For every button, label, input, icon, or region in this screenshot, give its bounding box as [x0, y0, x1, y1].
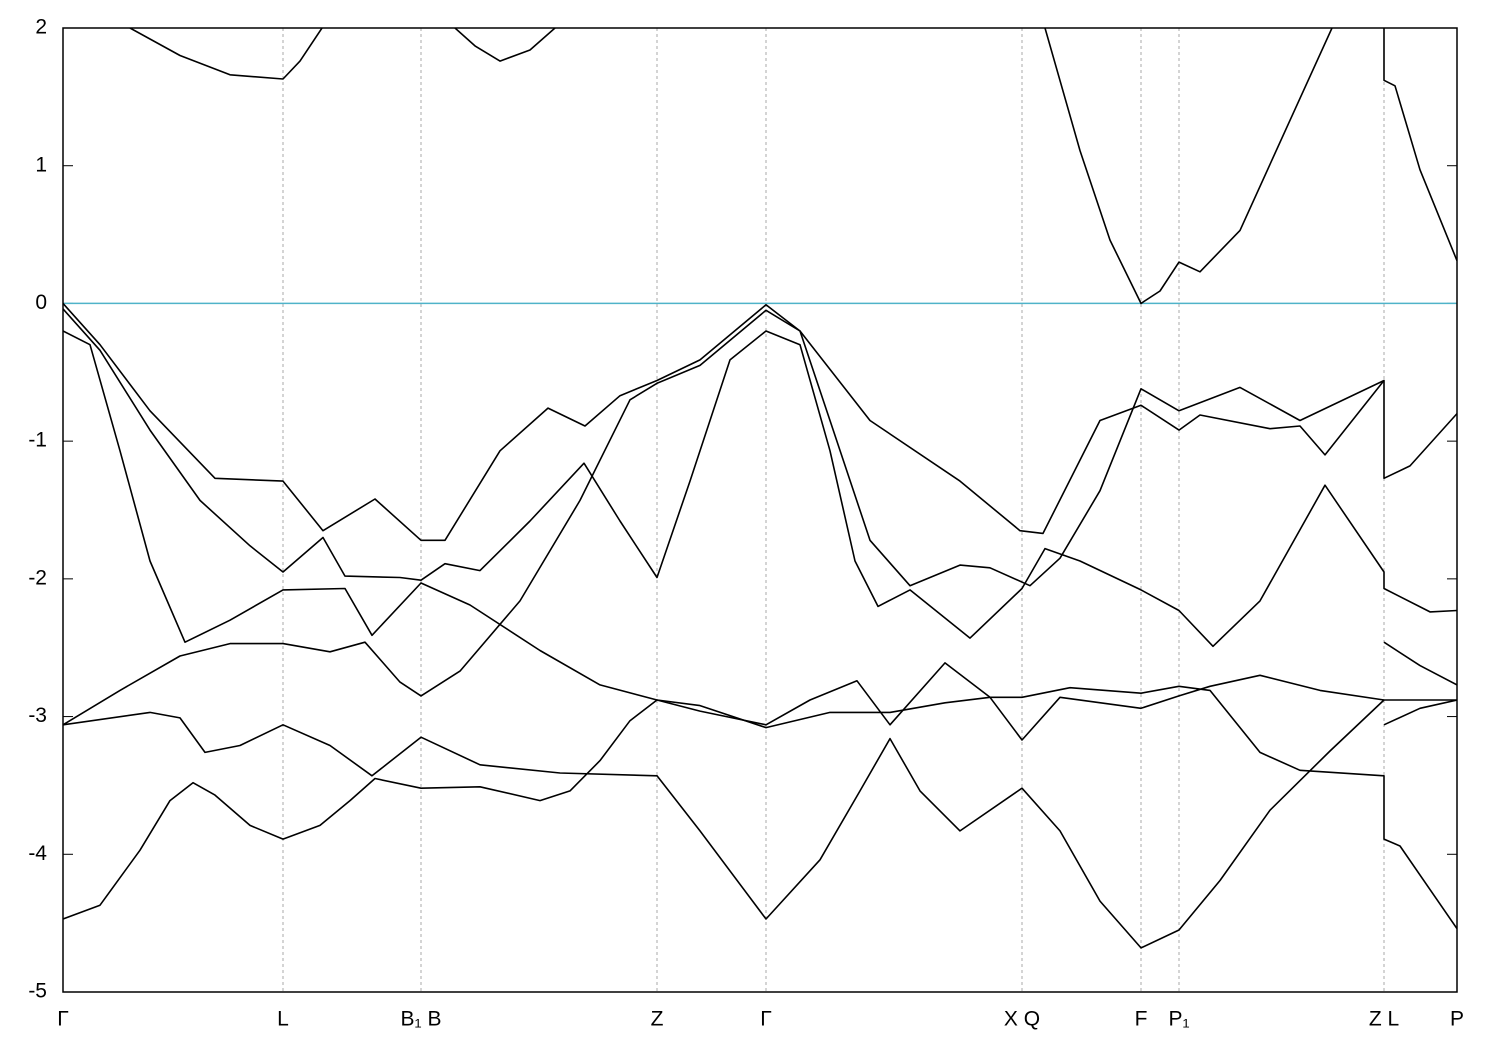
- band-line: [63, 309, 1457, 726]
- band-line: [63, 330, 1385, 741]
- y-tick-label: -5: [28, 980, 47, 1003]
- band-line: [129, 28, 323, 80]
- x-tick-label: P: [1450, 1008, 1464, 1031]
- x-tick-label: B₁ B: [401, 1008, 442, 1031]
- band-line: [1383, 699, 1457, 726]
- band-line: [63, 302, 1385, 542]
- x-tick-label: Z: [651, 1008, 664, 1031]
- band-line: [63, 699, 1457, 949]
- x-tick-label: L: [277, 1008, 289, 1031]
- x-tick-label: P₁: [1168, 1008, 1189, 1031]
- x-tick-label: Γ: [57, 1008, 69, 1031]
- y-tick-label: 0: [35, 291, 47, 314]
- y-tick-label: 2: [35, 16, 47, 39]
- band-line: [63, 685, 1457, 930]
- y-tick-label: -1: [28, 429, 47, 452]
- x-tick-label: Γ: [760, 1008, 772, 1031]
- band-line: [454, 28, 556, 62]
- y-tick-label: -2: [28, 566, 47, 589]
- x-tick-label: Z L: [1369, 1008, 1399, 1031]
- band-line: [1383, 28, 1457, 262]
- band-line: [63, 308, 1457, 648]
- band-line: [1044, 28, 1333, 305]
- y-tick-label: -3: [28, 704, 47, 727]
- band-line: [1383, 641, 1457, 686]
- x-tick-label: X Q: [1004, 1008, 1040, 1031]
- y-tick-label: 1: [35, 153, 47, 176]
- y-tick-label: -4: [28, 842, 47, 865]
- x-tick-label: F: [1135, 1008, 1148, 1031]
- plot-frame: [62, 27, 1458, 993]
